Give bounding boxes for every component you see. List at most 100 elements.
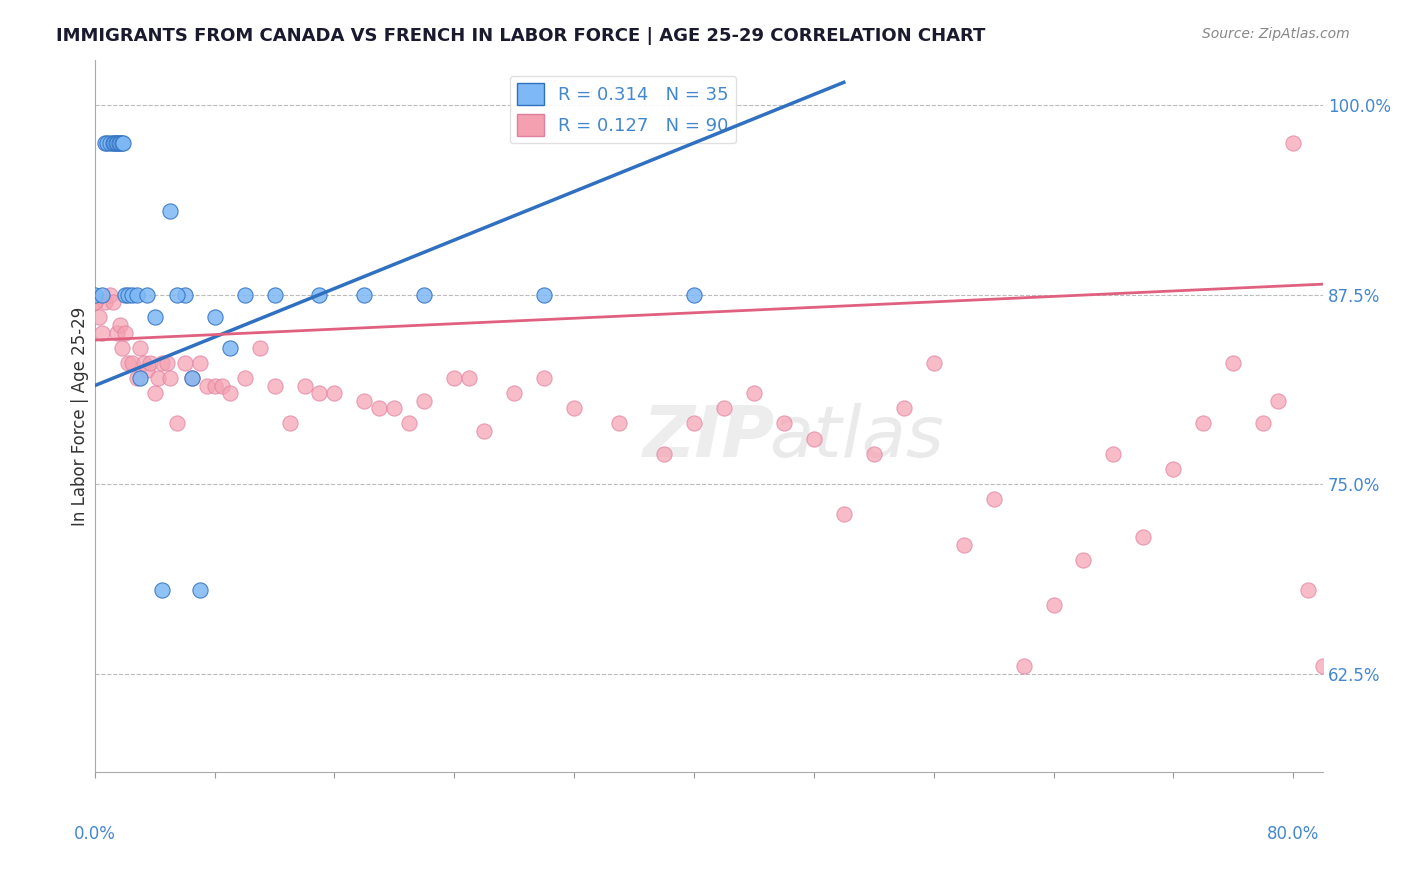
Point: [832, 508, 855, 522]
Point: [181, 371, 204, 385]
Legend: R = 0.314   N = 35, R = 0.127   N = 90: R = 0.314 N = 35, R = 0.127 N = 90: [510, 76, 737, 144]
Point: [143, 310, 166, 325]
Point: [1327, 599, 1350, 613]
Point: [308, 287, 330, 301]
Point: [893, 401, 915, 416]
Point: [125, 371, 148, 385]
Point: [143, 386, 166, 401]
Point: [121, 356, 143, 370]
Point: [443, 371, 465, 385]
Point: [353, 393, 375, 408]
Point: [983, 492, 1005, 507]
Point: [181, 371, 204, 385]
Point: [652, 447, 675, 461]
Point: [150, 356, 173, 370]
Point: [1012, 659, 1035, 673]
Point: [166, 287, 188, 301]
Point: [1222, 356, 1244, 370]
Point: [1282, 136, 1305, 150]
Point: [83, 295, 105, 310]
Point: [89, 310, 111, 325]
Point: [94, 136, 117, 150]
Point: [146, 371, 169, 385]
Point: [136, 287, 159, 301]
Point: [683, 417, 706, 431]
Point: [112, 136, 135, 150]
Point: [533, 287, 555, 301]
Point: [773, 417, 796, 431]
Point: [353, 287, 375, 301]
Point: [1192, 417, 1215, 431]
Point: [211, 378, 233, 392]
Point: [117, 287, 139, 301]
Point: [83, 287, 105, 301]
Point: [263, 287, 285, 301]
Point: [1251, 417, 1274, 431]
Point: [104, 136, 127, 150]
Point: [413, 393, 436, 408]
Point: [472, 424, 495, 438]
Point: [188, 583, 211, 598]
Point: [1386, 659, 1406, 673]
Point: [134, 356, 156, 370]
Point: [263, 378, 285, 392]
Point: [713, 401, 735, 416]
Point: [150, 583, 173, 598]
Point: [121, 287, 143, 301]
Point: [111, 341, 134, 355]
Point: [101, 136, 124, 150]
Point: [107, 136, 129, 150]
Point: [114, 326, 136, 340]
Point: [1296, 583, 1319, 598]
Point: [742, 386, 765, 401]
Point: [458, 371, 481, 385]
Point: [218, 386, 240, 401]
Point: [128, 371, 150, 385]
Point: [1357, 659, 1379, 673]
Point: [195, 378, 218, 392]
Point: [173, 287, 195, 301]
Point: [922, 356, 945, 370]
Point: [398, 417, 420, 431]
Point: [117, 356, 139, 370]
Point: [105, 326, 128, 340]
Point: [503, 386, 526, 401]
Point: [233, 371, 256, 385]
Text: 0.0%: 0.0%: [75, 825, 115, 843]
Point: [91, 326, 114, 340]
Point: [159, 371, 181, 385]
Point: [125, 287, 148, 301]
Point: [384, 401, 406, 416]
Text: IMMIGRANTS FROM CANADA VS FRENCH IN LABOR FORCE | AGE 25-29 CORRELATION CHART: IMMIGRANTS FROM CANADA VS FRENCH IN LABO…: [56, 27, 986, 45]
Point: [1267, 393, 1289, 408]
Text: atlas: atlas: [769, 403, 943, 472]
Point: [683, 287, 706, 301]
Y-axis label: In Labor Force | Age 25-29: In Labor Force | Age 25-29: [72, 306, 89, 525]
Point: [218, 341, 240, 355]
Point: [278, 417, 301, 431]
Point: [105, 136, 128, 150]
Point: [101, 295, 124, 310]
Point: [1073, 553, 1095, 567]
Point: [233, 287, 256, 301]
Point: [159, 204, 181, 219]
Point: [803, 432, 825, 446]
Point: [98, 136, 121, 150]
Point: [308, 386, 330, 401]
Point: [204, 310, 226, 325]
Point: [1042, 599, 1064, 613]
Point: [562, 401, 585, 416]
Point: [607, 417, 630, 431]
Point: [1312, 659, 1334, 673]
Point: [128, 341, 150, 355]
Point: [111, 136, 134, 150]
Point: [1402, 659, 1406, 673]
Point: [368, 401, 391, 416]
Point: [533, 371, 555, 385]
Point: [103, 136, 125, 150]
Point: [323, 386, 346, 401]
Point: [1163, 462, 1185, 476]
Point: [952, 538, 974, 552]
Point: [166, 417, 188, 431]
Point: [294, 378, 316, 392]
